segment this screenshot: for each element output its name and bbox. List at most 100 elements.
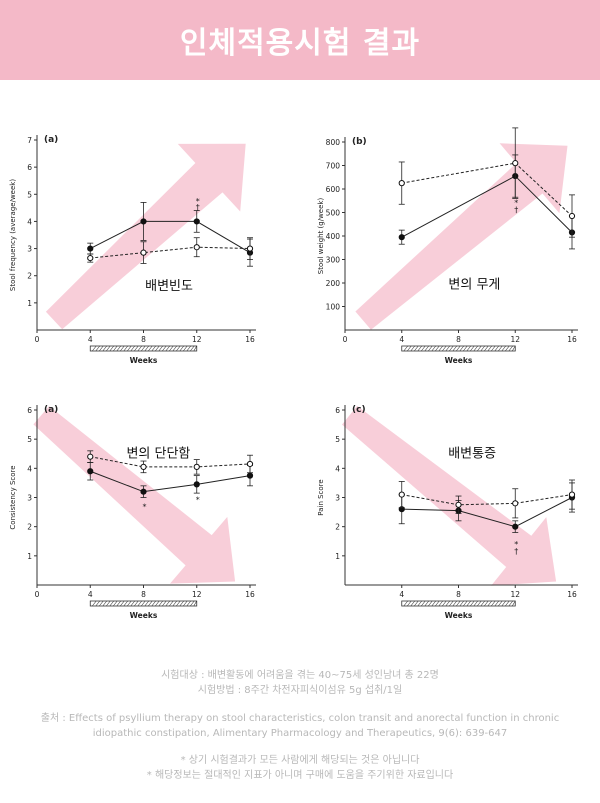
hatch-line	[120, 345, 125, 352]
hatch-line	[452, 600, 457, 607]
y-tick-label: 100	[326, 303, 341, 312]
hatch-line	[501, 345, 506, 352]
footer-subjects: 시험대상 : 배변활동에 어려움을 겪는 40~75세 성인남녀 총 22명	[161, 670, 439, 681]
hatch-line	[417, 345, 422, 352]
hatch-line	[116, 345, 121, 352]
x-tick-label: 0	[35, 590, 40, 599]
hatch-line	[470, 345, 475, 352]
hatch-line	[456, 345, 461, 352]
y-tick-label: 5	[335, 435, 340, 444]
footer-note1: * 상기 시험결과가 모든 사람에게 해당되는 것은 아닙니다	[180, 755, 420, 766]
x-tick-label: 12	[510, 590, 520, 599]
hatch-line	[449, 600, 454, 607]
hatch-line	[431, 345, 436, 352]
y-tick-label: 2	[27, 272, 32, 281]
y-tick-label: 3	[27, 245, 32, 254]
x-tick-label: 4	[399, 590, 404, 599]
treatment-period-bar	[89, 600, 198, 607]
data-point	[140, 463, 147, 470]
y-tick-label: 300	[326, 256, 341, 265]
hatch-line	[505, 345, 510, 352]
hatch-line	[508, 345, 513, 352]
series-line-2	[401, 494, 573, 506]
hatch-line	[508, 600, 513, 607]
hatch-line	[494, 345, 499, 352]
x-tick-label: 4	[399, 335, 404, 344]
data-point	[87, 254, 94, 262]
hatch-line	[480, 345, 485, 352]
x-tick-label: 8	[456, 590, 461, 599]
hatch-line	[480, 600, 485, 607]
hatch-line	[92, 600, 97, 607]
significance-mark: *	[514, 540, 518, 549]
hatch-line	[424, 345, 429, 352]
hatch-line	[438, 345, 443, 352]
data-point	[398, 234, 405, 241]
hatch-line	[505, 600, 510, 607]
hatch-line	[477, 600, 482, 607]
trend-arrow	[355, 143, 568, 330]
hatch-line	[421, 600, 426, 607]
hatch-line	[127, 600, 132, 607]
y-axis-label: Stool frequency (average/week)	[9, 179, 17, 291]
hatch-line	[186, 345, 191, 352]
y-axis-label: Stool weight (g/week)	[317, 198, 325, 275]
hatch-line	[498, 600, 503, 607]
hatch-line	[491, 345, 496, 352]
treatment-period-bar	[401, 600, 516, 607]
hatch-line	[487, 600, 492, 607]
hatch-line	[109, 600, 114, 607]
hatch-line	[407, 345, 412, 352]
x-tick-label: 16	[567, 590, 577, 599]
hatch-line	[470, 600, 475, 607]
hatch-line	[130, 345, 135, 352]
hatch-line	[109, 345, 114, 352]
data-point	[398, 491, 405, 498]
hatch-line	[442, 600, 447, 607]
data-point	[398, 180, 405, 187]
hatch-line	[165, 345, 170, 352]
hatch-line	[438, 600, 443, 607]
series-line-1	[90, 220, 251, 254]
hatch-line	[445, 600, 450, 607]
data-point	[193, 463, 200, 470]
hatch-line	[141, 345, 146, 352]
data-point	[512, 160, 519, 167]
hatch-line	[169, 345, 174, 352]
hatch-line	[183, 600, 188, 607]
hatch-line	[428, 600, 433, 607]
hatch-line	[99, 345, 104, 352]
data-point	[87, 453, 94, 460]
series-line-1	[401, 497, 573, 528]
hatch-line	[410, 600, 415, 607]
data-point	[246, 460, 254, 468]
hatch-line	[193, 600, 198, 607]
hatch-line	[511, 345, 516, 352]
significance-mark: †	[514, 547, 518, 556]
hatch-line	[113, 345, 118, 352]
hatch-line	[186, 600, 191, 607]
y-tick-label: 600	[326, 185, 341, 194]
hatch-line	[158, 345, 163, 352]
x-axis-label: Weeks	[130, 611, 158, 620]
title-banner: 인체적용시험 결과	[0, 0, 600, 80]
treatment-period-bar	[401, 345, 516, 352]
data-point	[568, 491, 576, 498]
hatch-line	[155, 345, 160, 352]
hatch-line	[463, 345, 468, 352]
hatch-line	[137, 345, 142, 352]
data-point	[87, 245, 94, 252]
y-tick-label: 4	[27, 217, 32, 226]
overlay-label: 변의 단단함	[126, 446, 190, 461]
hatch-line	[494, 600, 499, 607]
panel-label: (b)	[352, 137, 367, 147]
y-tick-label: 6	[335, 406, 340, 415]
data-point	[568, 212, 576, 220]
hatch-line	[179, 345, 184, 352]
trend-arrow	[342, 405, 557, 586]
hatch-line	[459, 345, 464, 352]
footer-source-line2: idiopathic constipation, Alimentary Phar…	[92, 728, 508, 739]
hatch-line	[95, 345, 100, 352]
hatch-line	[144, 600, 149, 607]
